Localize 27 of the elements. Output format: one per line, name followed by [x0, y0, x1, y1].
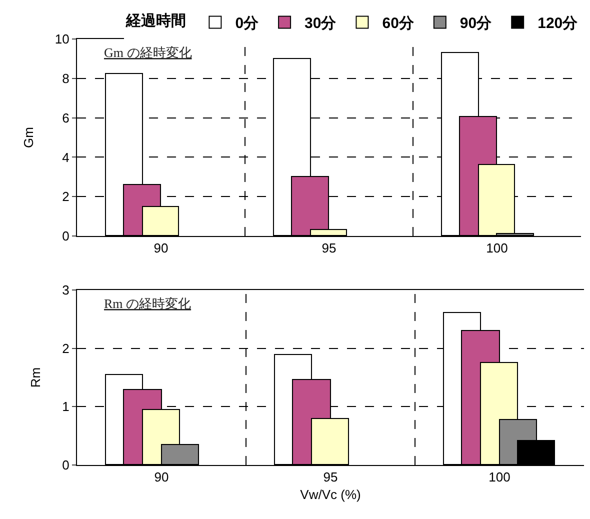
legend-label: 120分 — [538, 15, 579, 32]
y-tick-label: 3 — [62, 282, 70, 298]
y-tick-label: 1 — [62, 399, 70, 414]
legend-label: 0分 — [235, 15, 260, 32]
x-tick-label: 95 — [322, 240, 336, 256]
legend-label: 60分 — [382, 15, 415, 32]
x-tick-label: 100 — [488, 470, 510, 485]
y-tick-label: 2 — [62, 340, 70, 356]
y-tick-label: 4 — [62, 150, 70, 165]
annotation: Gm の経時変化 — [104, 45, 192, 60]
annotation: Rm の経時変化 — [104, 296, 192, 311]
x-tick-label: 90 — [154, 240, 168, 256]
x-tick-label: 90 — [154, 470, 169, 485]
x-axis-title: Vw/Vc (%) — [300, 487, 361, 502]
legend-label: 30分 — [304, 15, 338, 32]
y-axis-title: Gm — [20, 127, 36, 148]
legend-title: 経過時間 — [125, 12, 186, 30]
y-tick-label: 0 — [62, 458, 70, 473]
y-tick-label: 0 — [62, 228, 70, 244]
y-tick-label: 6 — [62, 110, 70, 126]
y-axis-title: Rm — [28, 367, 44, 388]
y-tick-label: 10 — [54, 32, 70, 47]
x-tick-label: 95 — [323, 470, 338, 485]
x-tick-label: 100 — [486, 240, 508, 256]
legend-label: 90分 — [460, 15, 493, 32]
y-tick-label: 8 — [62, 70, 70, 86]
y-tick-label: 2 — [62, 189, 70, 204]
